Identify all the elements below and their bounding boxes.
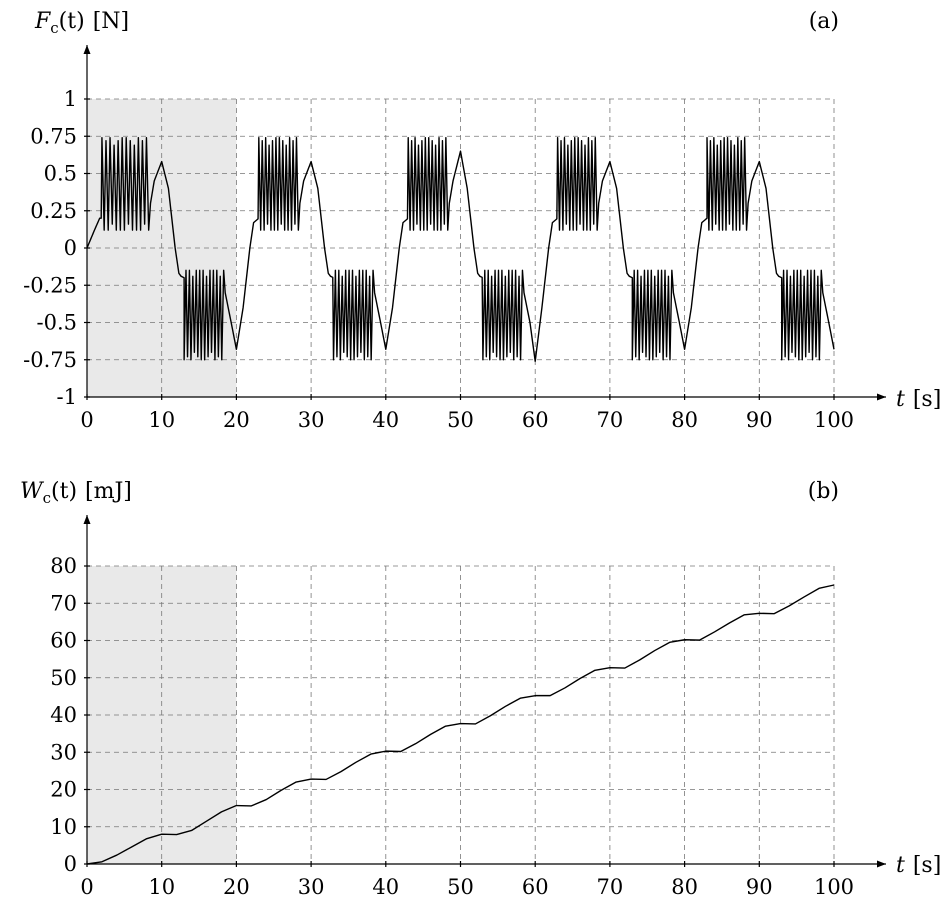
x-tick-label: 10 (148, 875, 175, 899)
y-tick-label: 0 (64, 236, 77, 260)
y-tick-label: 0.25 (30, 199, 77, 223)
x-tick-label: 30 (298, 408, 325, 432)
x-tick-label: 0 (80, 875, 93, 899)
y-tick-labels: -1 -0.75 -0.5 -0.25 0 0.25 0.5 0.75 1 (23, 87, 90, 409)
y-tick-label: 1 (64, 87, 77, 111)
x-tick-labels: 0 10 20 30 40 50 60 70 80 90 100 (80, 861, 854, 899)
x-tick-label: 10 (148, 408, 175, 432)
y-axis-label: Fc(t) [N] (34, 9, 129, 37)
y-tick-label: 0 (64, 852, 77, 876)
y-axis-label: Wc(t) [mJ] (20, 479, 132, 507)
x-tick-label: 70 (597, 408, 624, 432)
panel-a-force-plot: 0 10 20 30 40 50 60 70 80 90 100 -1-0.75-0.5-0.250… (23, 9, 941, 432)
x-tick-label: 40 (372, 875, 399, 899)
x-tick-label: 100 (814, 408, 854, 432)
x-tick-label: 50 (447, 408, 474, 432)
y-tick-label: -0.25 (23, 273, 77, 297)
x-tick-label: 90 (746, 875, 773, 899)
y-tick-label: 10 (50, 815, 77, 839)
x-axis-label: t [s] (896, 387, 941, 412)
y-tick-label: -1 (57, 385, 77, 409)
series-line-force (86, 137, 835, 362)
panel-tag: (a) (809, 9, 839, 34)
y-tick-label: 20 (50, 778, 77, 802)
x-tick-label: 80 (671, 875, 698, 899)
x-tick-label: 20 (223, 408, 250, 432)
y-tick-label: 80 (50, 554, 77, 578)
y-tick-labels: 0 10 20 30 40 50 60 70 80 (50, 554, 90, 876)
x-tick-label: 20 (223, 875, 250, 899)
y-tick-label: 30 (50, 740, 77, 764)
x-tick-labels: 0 10 20 30 40 50 60 70 80 90 100 (80, 394, 854, 432)
x-tick-label: 90 (746, 408, 773, 432)
y-tick-label: -0.75 (23, 348, 77, 372)
y-tick-label: 0.75 (30, 124, 77, 148)
y-tick-label: 40 (50, 703, 77, 727)
grid-lines (87, 565, 835, 864)
series-line-work (86, 584, 835, 865)
y-tick-label: 60 (50, 629, 77, 653)
x-tick-label: 50 (447, 875, 474, 899)
panel-tag: (b) (808, 479, 839, 504)
x-axis-label: t [s] (896, 853, 941, 878)
x-tick-label: 60 (522, 408, 549, 432)
x-tick-label: 40 (372, 408, 399, 432)
y-tick-label: 0.5 (44, 162, 77, 186)
x-tick-label: 70 (597, 875, 624, 899)
y-tick-label: -0.5 (37, 311, 78, 335)
x-tick-label: 60 (522, 875, 549, 899)
x-tick-label: 80 (671, 408, 698, 432)
x-tick-label: 100 (814, 875, 854, 899)
panel-b-work-plot: 0 10 20 30 40 50 60 70 80 90 100 0 10 20 30 40 50 60 70 80… (20, 479, 941, 899)
x-tick-label: 30 (298, 875, 325, 899)
y-tick-label: 50 (50, 666, 77, 690)
y-tick-label: 70 (50, 591, 77, 615)
x-tick-label: 0 (80, 408, 93, 432)
